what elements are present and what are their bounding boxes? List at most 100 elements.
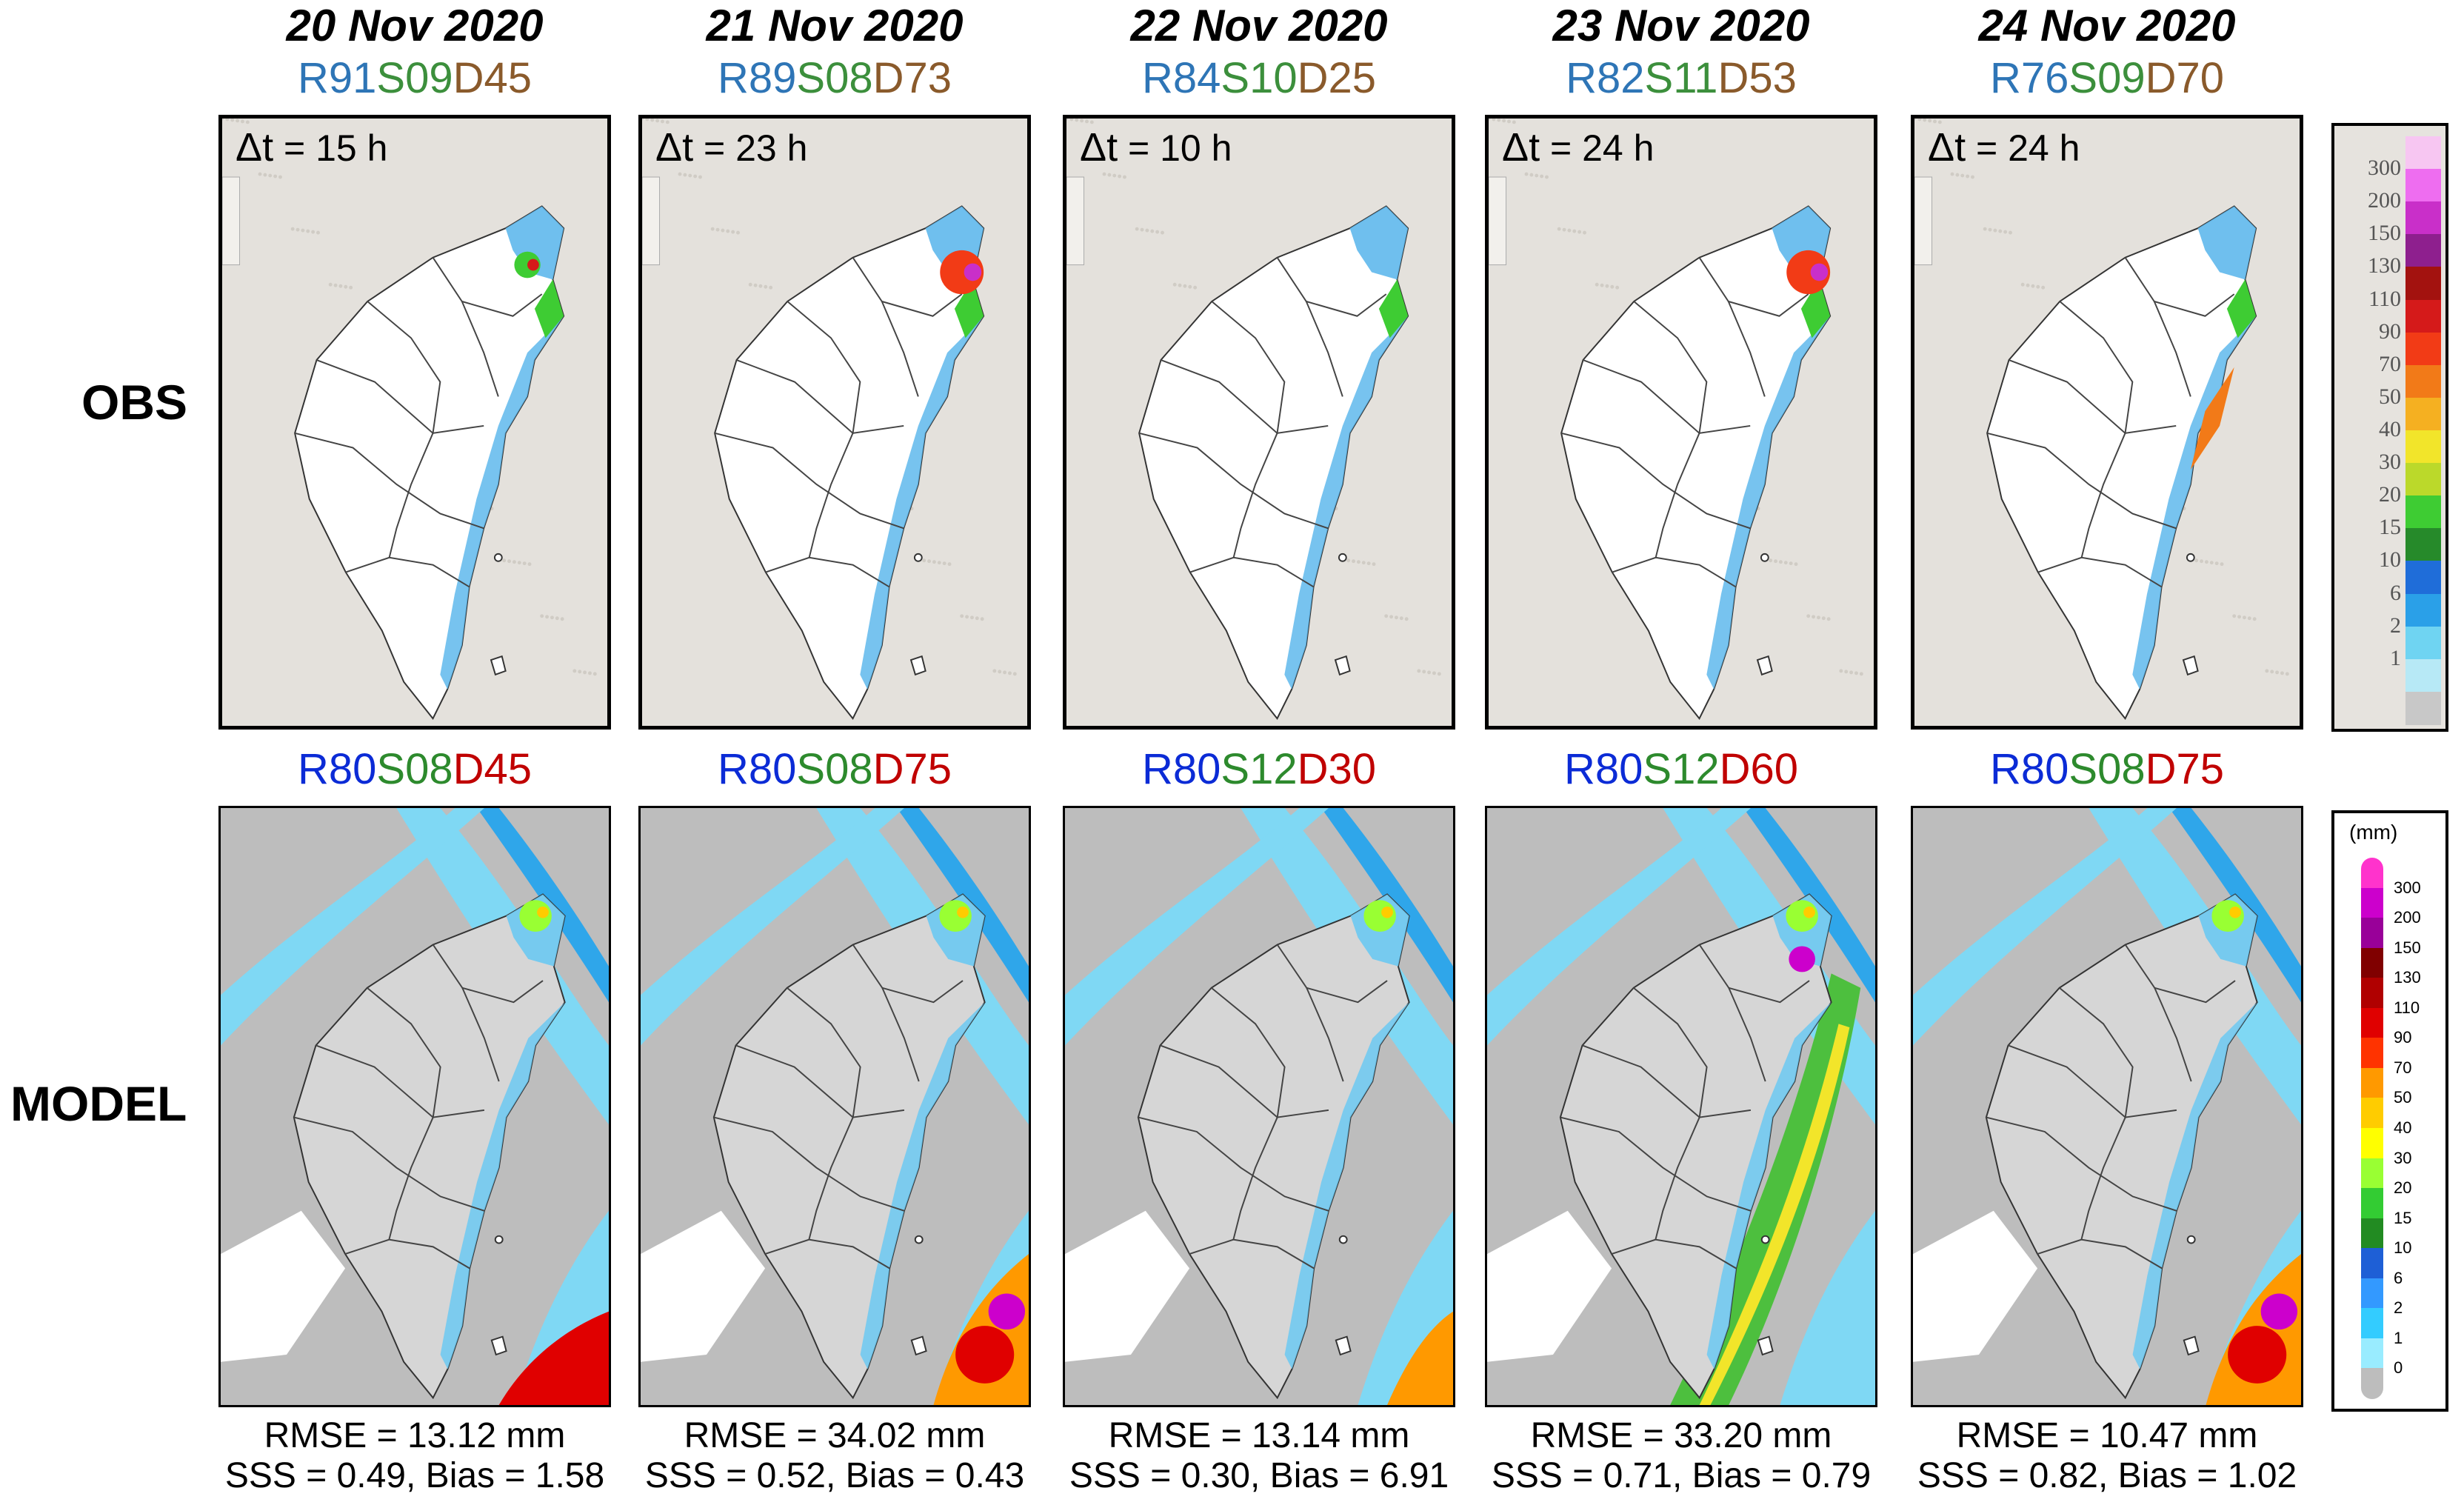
colorbar-label: 70 [2394, 1058, 2412, 1077]
rain-core [964, 263, 982, 281]
background-speckle [710, 227, 715, 231]
background-speckle [1783, 561, 1788, 565]
background-speckle [290, 227, 295, 231]
code-d: D45 [453, 745, 532, 793]
county-border [461, 301, 499, 397]
no-rain-area [1913, 1210, 2038, 1362]
background-speckle [2220, 562, 2224, 567]
colorbar-label: 20 [2379, 482, 2401, 507]
colorbar-swatch [2361, 1098, 2383, 1129]
background-speckle [1955, 173, 1960, 177]
background-speckle [764, 284, 768, 289]
delta-t-label: Δt = 24 h [1502, 124, 1654, 170]
background-speckle [975, 616, 979, 621]
county-border [345, 556, 470, 588]
code-r: R84 [1141, 54, 1221, 102]
sss-bias-text: SSS = 0.49, Bias = 1.58 [224, 1456, 605, 1495]
county-border [1655, 1117, 1700, 1240]
green-island [1760, 1235, 1770, 1244]
code-r: R89 [717, 54, 797, 102]
background-speckle [263, 173, 267, 177]
delta-t-symbol: Δt [1502, 125, 1540, 170]
date-title: 21 Nov 2020 [706, 1, 964, 50]
county-border [2080, 1117, 2126, 1240]
background-speckle [1812, 615, 1816, 619]
rain-area-moderate [2226, 279, 2257, 338]
delta-t-value: = 24 h [1975, 127, 2080, 169]
model-panel [638, 806, 1031, 1407]
rain-core [1786, 250, 1831, 295]
background-speckle [560, 617, 564, 621]
background-speckle [1998, 229, 2003, 233]
background-speckle [1577, 230, 1582, 234]
obs-panel: Δt = 15 h [218, 115, 611, 730]
county-border [388, 433, 434, 558]
background-speckle [1432, 671, 1436, 675]
background-speckle [1492, 119, 1496, 121]
background-speckle [1572, 229, 1577, 233]
green-island [1338, 553, 1347, 562]
code-d: D53 [1717, 54, 1797, 102]
background-speckle [1172, 282, 1177, 287]
background-speckle [1917, 119, 1922, 121]
background-speckle [726, 229, 730, 233]
map-inset-widget [222, 176, 241, 266]
background-speckle [306, 229, 310, 233]
colorbar-swatch [2361, 1007, 2383, 1039]
model-code: R80S08D45 [215, 744, 615, 794]
background-speckle [1372, 562, 1376, 567]
county-border [1189, 1238, 1315, 1269]
colorbar-label: 1 [2394, 1328, 2403, 1347]
background-speckle [1366, 561, 1371, 566]
county-border [1583, 359, 1751, 434]
colorbar-swatch [2405, 136, 2441, 170]
background-speckle [1427, 670, 1432, 675]
background-speckle [1562, 227, 1566, 232]
rain-core [2190, 367, 2234, 470]
colorbar-label: 30 [2379, 450, 2401, 475]
taiwan-outline [1560, 205, 1832, 720]
colorbar-swatch [2361, 1338, 2383, 1369]
colorbar-swatch [2405, 169, 2441, 203]
obs-code: R76S09D70 [1907, 53, 2307, 103]
model-colorbar: (mm) 300 200 150 130 110 90 70 50 40 30 20 15 10 6 2 1 0 [2331, 810, 2448, 1412]
background-speckle [2252, 617, 2257, 621]
county-border [1276, 944, 1388, 1004]
obs-panel: Δt = 24 h [1485, 115, 1877, 730]
green-island [493, 553, 503, 562]
background-speckle [572, 669, 577, 673]
background-speckle [349, 285, 353, 290]
background-speckle [650, 119, 655, 122]
colorbar-swatch [2405, 201, 2441, 236]
orchid-island [910, 1335, 927, 1356]
rain-area-moderate [1378, 279, 1409, 338]
rain-core [940, 250, 984, 295]
rain-area [440, 1002, 565, 1369]
code-d: D75 [2145, 745, 2224, 793]
background-speckle [1529, 173, 1534, 177]
background-speckle [1983, 227, 1987, 231]
county-border [2037, 556, 2163, 588]
heavy-rain-core [1387, 1311, 1453, 1405]
model-panel [218, 806, 611, 1407]
colorbar-swatch [2361, 1067, 2383, 1099]
background-speckle [316, 230, 320, 235]
rain-area [2132, 1002, 2257, 1369]
county-border [1986, 1116, 2177, 1212]
score-stats: RMSE = 13.12 mm SSS = 0.49, Bias = 1.58 [207, 1416, 622, 1496]
background-speckle [578, 670, 582, 674]
colorbar-swatch [2361, 1218, 2383, 1249]
score-stats: RMSE = 10.47 mm SSS = 0.82, Bias = 1.02 [1900, 1416, 2314, 1496]
obs-rain-map [642, 119, 1027, 726]
county-border [2059, 987, 2134, 1118]
background-speckle [2247, 616, 2251, 621]
background-speckle [2009, 230, 2012, 235]
county-border [1560, 432, 1751, 530]
county-border [1160, 1044, 1329, 1118]
colorbar-label: 150 [2368, 221, 2401, 246]
background-speckle [344, 284, 348, 289]
background-speckle [273, 174, 278, 178]
county-border [1655, 433, 1700, 558]
map-inset-widget [1489, 176, 1507, 266]
background-speckle [1135, 227, 1139, 231]
